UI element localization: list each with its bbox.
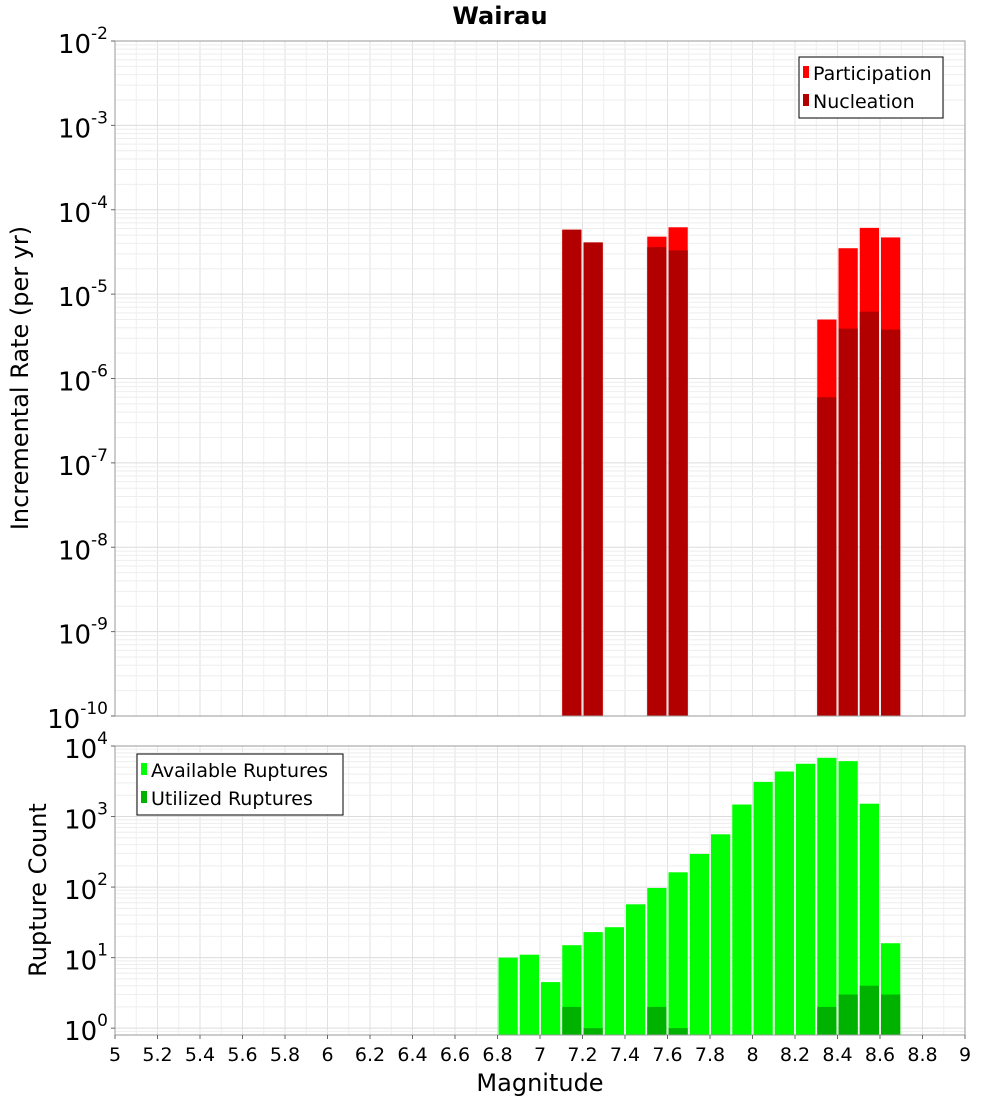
- legend-label: Participation: [813, 63, 932, 85]
- bottom-series-0: [498, 757, 901, 1035]
- bottom-bar-available-ruptures: [711, 834, 731, 1035]
- chart-title: Wairau: [452, 2, 547, 30]
- top-bar-nucleation: [583, 242, 603, 716]
- x-tick-label: 6.2: [355, 1044, 385, 1066]
- x-tick-label: 6.8: [482, 1044, 512, 1066]
- bottom-bar-available-ruptures: [796, 763, 816, 1035]
- bottom-y-tick-label: 101: [64, 941, 108, 977]
- legend-label: Nucleation: [813, 91, 915, 113]
- bottom-bar-available-ruptures: [859, 803, 879, 1035]
- bottom-bar-utilized-ruptures: [647, 1006, 667, 1035]
- top-y-tick-label: 10-7: [58, 446, 108, 482]
- bottom-bar-available-ruptures: [498, 957, 518, 1035]
- legend-box: [798, 56, 944, 119]
- top-y-tick-label: 10-3: [58, 108, 108, 144]
- x-tick-label: 6.6: [440, 1044, 470, 1066]
- bottom-y-axis-label: Rupture Count: [24, 803, 52, 977]
- legend-swatch: [803, 66, 809, 78]
- top-bar-nucleation: [881, 329, 901, 716]
- bottom-bar-available-ruptures: [541, 982, 561, 1035]
- top-legend: Participation Nucleation: [798, 56, 944, 119]
- x-tick-label: 5.6: [227, 1044, 257, 1066]
- x-tick-label: 7.2: [567, 1044, 597, 1066]
- top-bar-nucleation: [859, 311, 879, 716]
- bottom-bar-available-ruptures: [753, 781, 773, 1035]
- bottom-bar-available-ruptures: [583, 932, 603, 1035]
- x-tick-label: 9: [959, 1044, 971, 1066]
- bottom-bar-utilized-ruptures: [668, 1028, 688, 1035]
- legend-box: [136, 753, 344, 816]
- top-y-axis-label: Incremental Rate (per yr): [6, 226, 34, 530]
- top-bar-nucleation: [838, 328, 858, 716]
- bottom-bar-available-ruptures: [838, 761, 858, 1035]
- x-axis-label: Magnitude: [476, 1069, 603, 1097]
- top-y-tick-label: 10-2: [58, 24, 108, 60]
- top-y-tick-label: 10-10: [47, 699, 108, 735]
- x-tick-label: 8.6: [865, 1044, 895, 1066]
- bottom-bar-available-ruptures: [774, 771, 794, 1035]
- x-tick-label: 5.4: [185, 1044, 215, 1066]
- x-tick-label: 8.2: [780, 1044, 810, 1066]
- bottom-bar-available-ruptures: [732, 804, 752, 1035]
- top-y-tick-label: 10-9: [58, 615, 108, 651]
- x-tick-label: 7.4: [610, 1044, 640, 1066]
- x-tick-label: 5.2: [142, 1044, 172, 1066]
- bottom-series-1: [562, 985, 901, 1035]
- top-bar-nucleation: [647, 247, 667, 716]
- x-tick-label: 6: [321, 1044, 333, 1066]
- bottom-bar-utilized-ruptures: [583, 1028, 603, 1035]
- x-tick-label: 5: [109, 1044, 121, 1066]
- bottom-bar-utilized-ruptures: [817, 1006, 837, 1035]
- legend-label: Utilized Ruptures: [151, 788, 313, 810]
- bottom-y-tick-label: 100: [64, 1011, 108, 1047]
- top-bar-nucleation: [817, 397, 837, 716]
- legend-swatch: [141, 791, 147, 803]
- x-tick-label: 7: [534, 1044, 546, 1066]
- top-y-tick-label: 10-6: [58, 362, 108, 398]
- legend-swatch: [803, 94, 809, 106]
- bottom-bar-available-ruptures: [519, 954, 539, 1035]
- x-tick-label: 8: [746, 1044, 758, 1066]
- top-bar-nucleation: [668, 250, 688, 717]
- bottom-bar-available-ruptures: [647, 888, 667, 1035]
- bottom-bar-utilized-ruptures: [881, 994, 901, 1035]
- bottom-bar-available-ruptures: [668, 872, 688, 1035]
- top-grid: [114, 41, 966, 717]
- bottom-y-tick-label: 102: [64, 870, 108, 906]
- top-y-tick-label: 10-8: [58, 530, 108, 566]
- bottom-bar-utilized-ruptures: [859, 985, 879, 1035]
- x-tick-label: 6.4: [397, 1044, 427, 1066]
- top-bar-nucleation: [562, 229, 582, 717]
- bottom-bar-available-ruptures: [689, 853, 709, 1035]
- bottom-bar-available-ruptures: [626, 904, 646, 1035]
- x-tick-label: 8.4: [822, 1044, 852, 1066]
- bottom-bar-utilized-ruptures: [838, 994, 858, 1035]
- bottom-legend: Available Ruptures Utilized Ruptures: [136, 753, 344, 816]
- top-series-1: [562, 229, 901, 717]
- bottom-bar-utilized-ruptures: [562, 1006, 582, 1035]
- x-tick-label: 7.6: [652, 1044, 682, 1066]
- bottom-bar-available-ruptures: [604, 927, 624, 1035]
- top-y-tick-label: 10-4: [58, 193, 108, 229]
- x-tick-label: 5.8: [270, 1044, 300, 1066]
- bottom-y-tick-label: 104: [64, 729, 108, 765]
- bottom-bar-available-ruptures: [817, 757, 837, 1035]
- x-tick-label: 8.8: [907, 1044, 937, 1066]
- bottom-y-tick-label: 103: [64, 800, 108, 836]
- legend-swatch: [141, 763, 147, 775]
- top-y-tick-label: 10-5: [58, 277, 108, 313]
- legend-label: Available Ruptures: [151, 760, 328, 782]
- x-tick-label: 7.8: [695, 1044, 725, 1066]
